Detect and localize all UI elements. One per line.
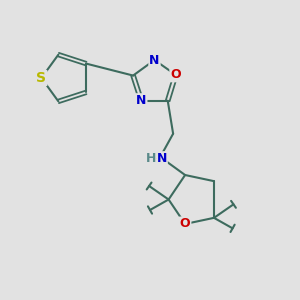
Text: O: O — [180, 218, 190, 230]
Text: –: – — [155, 152, 162, 165]
Text: N: N — [136, 94, 146, 107]
Text: O: O — [170, 68, 181, 81]
Text: N: N — [149, 53, 160, 67]
Text: N: N — [157, 152, 167, 165]
Text: H: H — [146, 152, 156, 165]
Text: S: S — [36, 71, 46, 85]
